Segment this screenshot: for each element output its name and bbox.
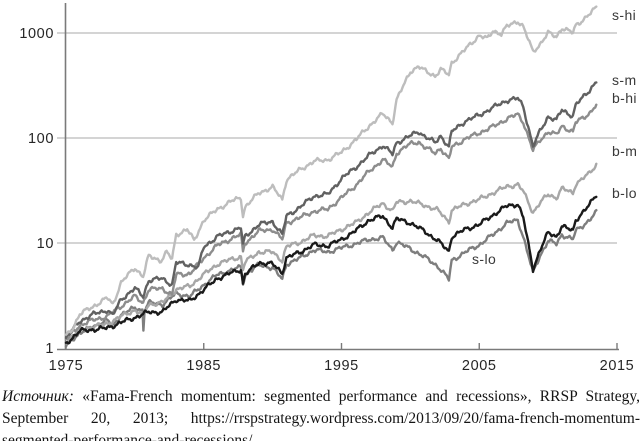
series-line-b-hi: [64, 103, 598, 341]
series-line-s-lo: [64, 208, 598, 348]
caption-source-label: Источник:: [2, 388, 74, 405]
series-line-s-hi: [64, 5, 598, 336]
y-tick-label-10: 10: [37, 236, 54, 252]
series-label-s-m: s-m: [612, 72, 637, 88]
y-tick-label-1: 1: [45, 341, 54, 357]
series-label-s-lo: s-lo: [472, 251, 496, 267]
series-line-b-m: [64, 162, 598, 345]
x-tick-label-2005: 2005: [462, 358, 497, 374]
y-tick-label-1000: 1000: [19, 26, 54, 42]
series-label-b-hi: b-hi: [612, 90, 637, 106]
series-label-s-hi: s-hi: [612, 7, 636, 23]
source-caption: Источник: «Fama-French momentum: segment…: [2, 386, 640, 441]
x-tick-label-1975: 1975: [49, 358, 84, 374]
series-label-b-lo: b-lo: [612, 185, 637, 201]
series-line-b-lo: [64, 195, 598, 345]
x-tick-label-1985: 1985: [186, 358, 221, 374]
y-tick-label-100: 100: [28, 131, 54, 147]
x-tick-label-1995: 1995: [324, 358, 359, 374]
series-label-b-m: b-m: [612, 143, 637, 159]
caption-text: «Fama-French momentum: segmented perform…: [2, 388, 640, 441]
momentum-chart: 1 10 100 1000 1975 1985 1995 2005 2015 s-hi s-m b-h…: [19, 3, 637, 374]
series-line-s-m: [64, 81, 598, 340]
x-tick-label-2015: 2015: [600, 358, 635, 374]
